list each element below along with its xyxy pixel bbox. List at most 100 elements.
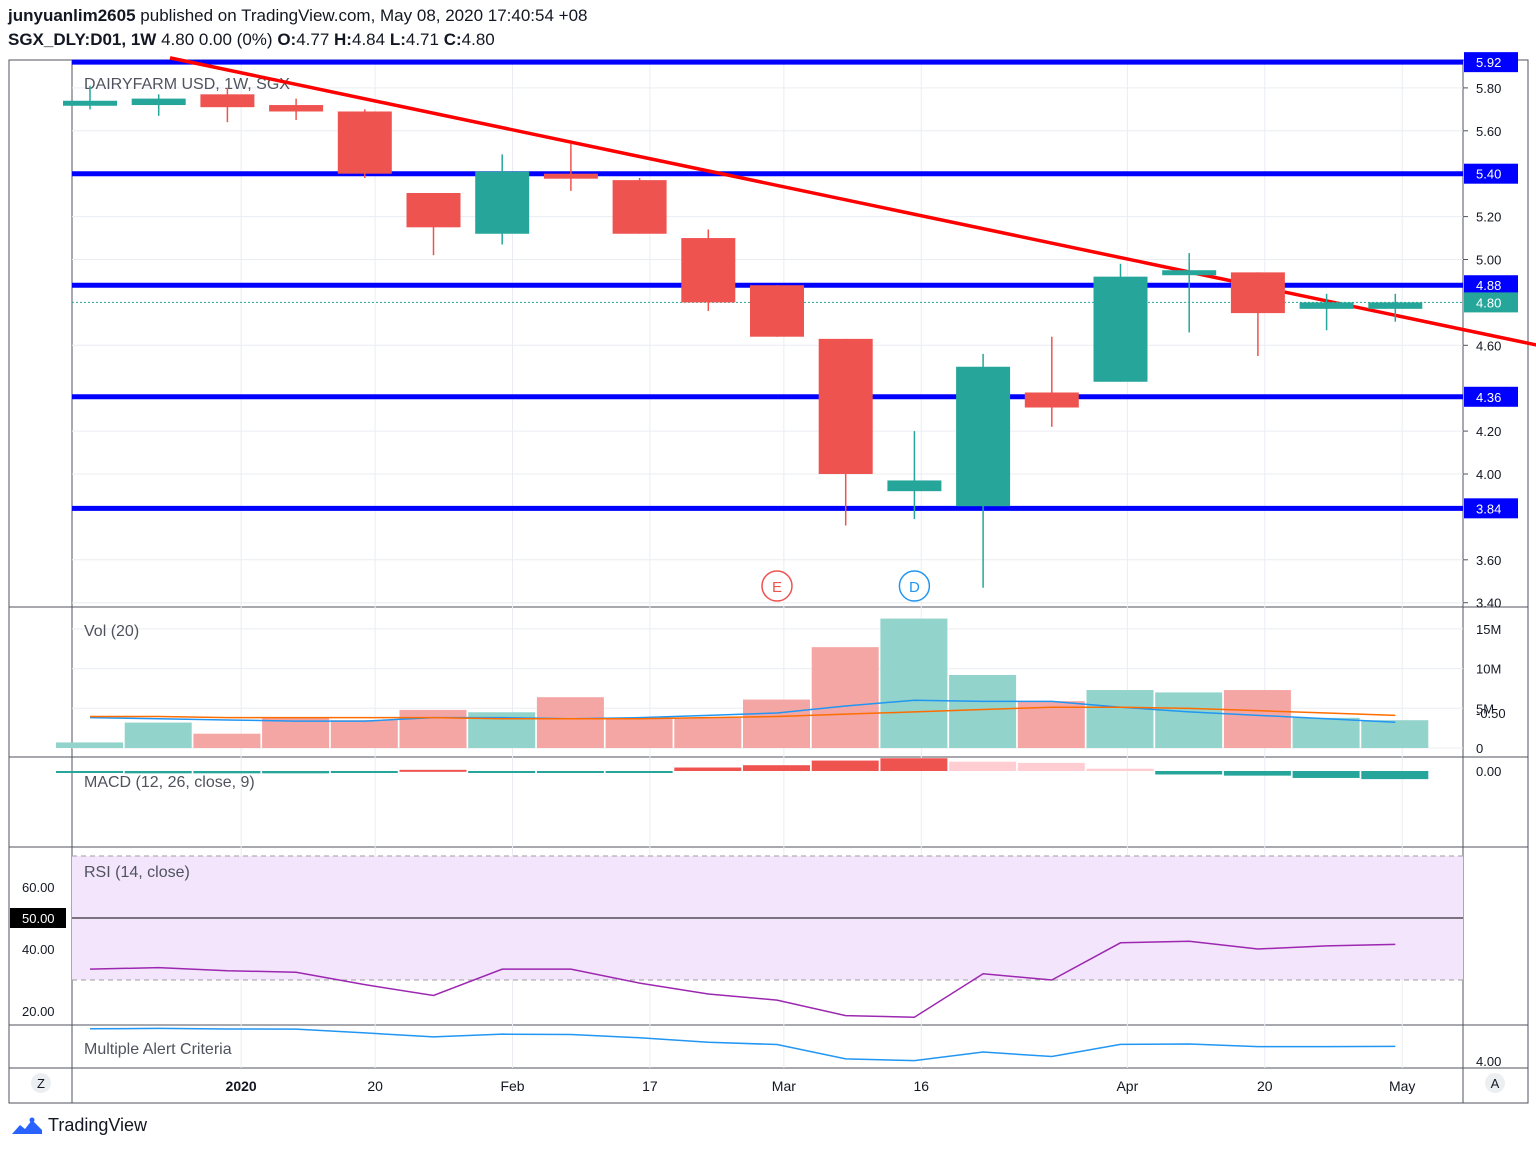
time-tick-label: 2020 bbox=[226, 1078, 257, 1094]
macd-histogram-bar bbox=[811, 760, 879, 771]
volume-bar bbox=[811, 647, 879, 748]
volume-bar bbox=[536, 697, 604, 748]
footer-brand[interactable]: TradingView bbox=[10, 1115, 147, 1136]
volume-bar bbox=[399, 709, 467, 748]
candle-body bbox=[612, 180, 667, 234]
time-tick-label: Apr bbox=[1116, 1078, 1138, 1094]
low-value: 4.71 bbox=[405, 30, 439, 49]
volume-bar bbox=[880, 618, 948, 748]
volume-bar bbox=[605, 717, 673, 748]
candle-body bbox=[1162, 270, 1217, 276]
time-tick-label: Feb bbox=[500, 1078, 524, 1094]
signal-line bbox=[90, 706, 1396, 720]
tradingview-brand-label: TradingView bbox=[48, 1115, 148, 1135]
auto-scale-button[interactable] bbox=[1485, 1073, 1505, 1093]
volume-bar bbox=[1155, 692, 1223, 748]
price-tick-label: 4.60 bbox=[1476, 338, 1501, 353]
candle-body bbox=[406, 192, 461, 228]
rsi-pane-title: RSI (14, close) bbox=[84, 864, 190, 881]
candle-body bbox=[956, 366, 1011, 507]
candle-body bbox=[681, 238, 736, 303]
rsi-tick-label: 50.00 bbox=[22, 911, 55, 926]
price-tick-label: 4.20 bbox=[1476, 424, 1501, 439]
macd-line bbox=[89, 699, 1396, 724]
macd-histogram-bar bbox=[1292, 771, 1360, 778]
volume-tick-label: 5M bbox=[1476, 701, 1494, 716]
candle-body bbox=[1093, 276, 1148, 382]
macd-histogram-bar bbox=[1223, 771, 1291, 776]
macd-histogram-bar bbox=[1017, 762, 1085, 771]
macd-histogram-bar bbox=[743, 765, 810, 771]
candle-body bbox=[131, 98, 186, 106]
low-label: L: bbox=[389, 30, 406, 49]
high-label: H: bbox=[334, 30, 352, 49]
open-label: O: bbox=[277, 30, 297, 49]
volume-tick-label: 15M bbox=[1476, 622, 1501, 637]
chart-canvas[interactable]: 5.80 5.60 5.20 5.00 4.60 4.20 4.00 3.60 3.40 DAIR… bbox=[0, 0, 1536, 1110]
candle-body bbox=[1024, 392, 1079, 408]
event-marker-circle[interactable] bbox=[761, 570, 793, 602]
alert-pane-title: Multiple Alert Criteria bbox=[84, 1041, 232, 1058]
macd-histogram-bar bbox=[399, 769, 467, 772]
macd-histogram-bar bbox=[330, 771, 398, 773]
close-value: 4.80 bbox=[461, 30, 495, 49]
candle-body bbox=[1230, 272, 1285, 314]
time-tick-label: May bbox=[1389, 1078, 1415, 1094]
author-name[interactable]: junyuanlim2605 bbox=[8, 6, 136, 25]
price-tag-box bbox=[1464, 292, 1518, 313]
macd-histogram-bar bbox=[56, 771, 123, 773]
auto-scale-button-label: A bbox=[1491, 1076, 1500, 1091]
price-tag-box bbox=[1464, 275, 1518, 296]
candle-body bbox=[887, 480, 942, 492]
macd-histogram-bar bbox=[124, 771, 192, 774]
price-tag-label: 4.36 bbox=[1476, 390, 1501, 405]
zoom-button[interactable] bbox=[31, 1073, 51, 1093]
volume-bar bbox=[56, 742, 123, 748]
candle-body bbox=[750, 285, 804, 337]
volume-bar bbox=[1361, 720, 1429, 748]
macd-histogram-bar bbox=[605, 771, 673, 773]
price-tag-label: 4.88 bbox=[1476, 278, 1501, 293]
rsi-line bbox=[89, 940, 1396, 1018]
candle-body bbox=[475, 171, 530, 234]
volume-bar bbox=[949, 674, 1017, 748]
macd-histogram-bar bbox=[1361, 771, 1429, 780]
volume-bar bbox=[262, 717, 330, 748]
price-tick-label: 4.00 bbox=[1476, 467, 1501, 482]
price-tag-box bbox=[1464, 52, 1518, 73]
event-marker-circle[interactable] bbox=[898, 570, 931, 602]
macd-histogram-bar bbox=[1155, 771, 1223, 775]
price-tag-box bbox=[1464, 498, 1518, 519]
candle-body bbox=[269, 105, 324, 112]
price-tick-label: 5.80 bbox=[1476, 81, 1501, 96]
candle-body bbox=[200, 94, 255, 108]
time-tick-label: 20 bbox=[367, 1078, 383, 1094]
price-tick-label: 5.60 bbox=[1476, 124, 1501, 139]
macd-tick-label: 0.00 bbox=[1476, 764, 1501, 779]
volume-bar bbox=[193, 733, 261, 748]
candle-body bbox=[543, 173, 598, 179]
volume-bar bbox=[1086, 690, 1154, 748]
time-tick-label: 16 bbox=[913, 1078, 929, 1094]
time-tick-label: 17 bbox=[642, 1078, 658, 1094]
candle-body bbox=[1368, 302, 1423, 309]
price-tag-label: 5.40 bbox=[1476, 167, 1501, 182]
macd-histogram-bar bbox=[674, 767, 742, 771]
price-tag-box bbox=[1464, 163, 1518, 184]
volume-bar bbox=[124, 722, 192, 748]
alert-line bbox=[89, 1027, 1396, 1062]
macd-histogram-bar bbox=[880, 758, 948, 771]
symbol-label: SGX_DLY:D01, 1W bbox=[8, 30, 157, 49]
rsi-tick-label: 60.00 bbox=[22, 880, 55, 895]
last-price-text: 4.80 0.00 (0%) bbox=[161, 30, 273, 49]
tradingview-logo-icon bbox=[12, 1117, 42, 1134]
volume-bar bbox=[1017, 701, 1085, 748]
published-text: published on TradingView.com, May 08, 20… bbox=[140, 6, 588, 25]
header-line-2: SGX_DLY:D01, 1W 4.80 0.00 (0%) O:4.77 H:… bbox=[8, 30, 495, 50]
price-tag-label: 4.80 bbox=[1476, 295, 1501, 310]
macd-tick-label: -0.50 bbox=[1476, 706, 1506, 721]
header-line-1: junyuanlim2605 published on TradingView.… bbox=[8, 6, 588, 26]
close-label: C: bbox=[443, 30, 462, 49]
event-marker-label: E bbox=[772, 579, 782, 596]
rsi-tick-label: 20.00 bbox=[22, 1004, 55, 1019]
